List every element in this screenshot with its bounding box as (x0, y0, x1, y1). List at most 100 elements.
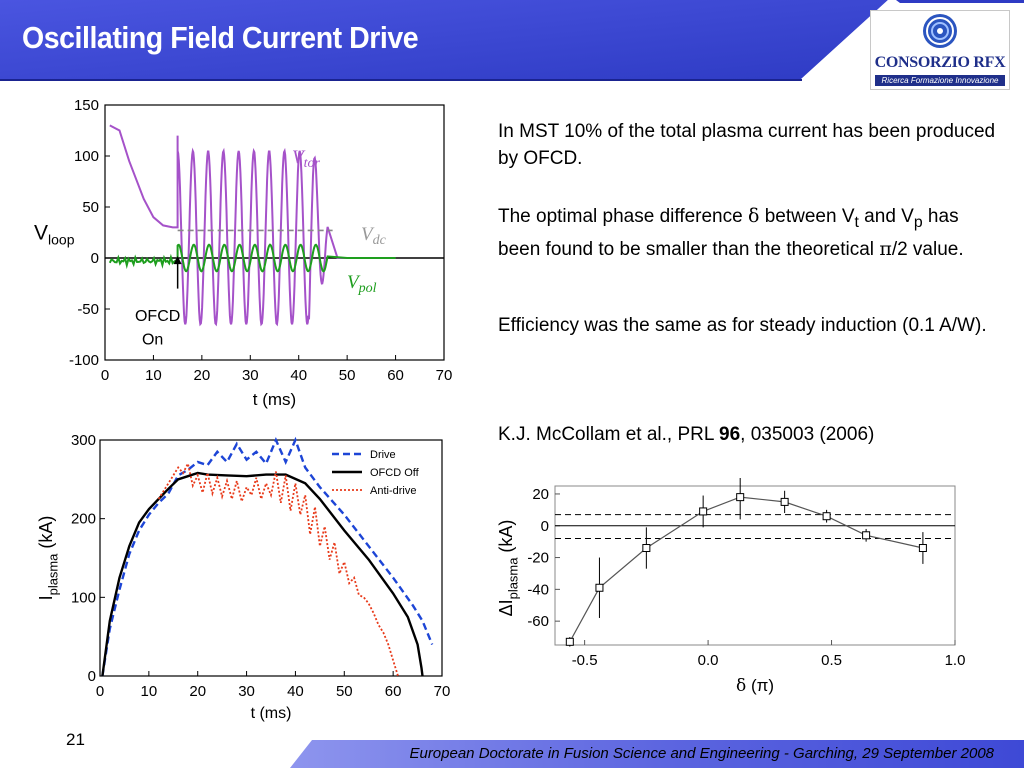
footer-bar (290, 740, 1024, 768)
data-point-marker (565, 637, 574, 646)
y-axis-label: ΔIplasma (kA) (496, 520, 520, 617)
y-tick-label: 300 (71, 432, 96, 449)
data-point-marker (736, 493, 745, 502)
y-tick-label: -50 (77, 301, 99, 318)
x-tick-label: 30 (242, 367, 259, 384)
plot-frame (554, 485, 956, 646)
delta-symbol: δ (747, 205, 760, 227)
x-tick-label: 70 (434, 683, 451, 700)
plot-frame (104, 104, 445, 361)
reference-part-a: K.J. McCollam et al., PRL (498, 424, 720, 445)
x-axis-label: t (ms) (253, 390, 296, 409)
y-tick-label: 200 (71, 511, 96, 528)
x-tick-label: 70 (436, 367, 453, 384)
vtor-label-sub: tor (304, 156, 321, 171)
text-paragraph-3: Efficiency was the same as for steady in… (498, 312, 998, 339)
legend-label-drive: Drive (370, 449, 396, 461)
paragraph-3-text: Efficiency was the same as for steady in… (498, 315, 987, 336)
data-point-marker (699, 507, 708, 516)
data-point-marker (918, 544, 927, 553)
y-axis-label: Vloop (34, 222, 75, 248)
text-paragraph-1: In MST 10% of the total plasma current h… (498, 118, 998, 172)
xlabel-delta: δ (736, 676, 746, 696)
vtor-label-main: V (292, 147, 306, 168)
x-tick-label: 40 (290, 367, 307, 384)
vpol-label-main: V (347, 272, 361, 293)
ylabel-delta: Δ (496, 604, 516, 616)
vpol-label: Vpol (347, 272, 377, 296)
data-point-marker (822, 512, 831, 521)
reference: K.J. McCollam et al., PRL 96, 035003 (20… (498, 421, 998, 448)
drive-series-line (101, 436, 434, 677)
x-tick-label: 0 (101, 367, 109, 384)
ylabel-main: I (36, 595, 56, 600)
x-tick-label: -0.5 (572, 652, 598, 669)
y-tick-label: -40 (527, 581, 549, 598)
x-tick-label: 60 (387, 367, 404, 384)
sub-p: p (913, 213, 923, 231)
x-tick-label: 10 (141, 683, 158, 700)
p2-part-c: and V (858, 206, 914, 227)
slide-number: 21 (66, 730, 85, 749)
data-point-marker (642, 544, 651, 553)
logo-tagline: Ricerca Formazione Innovazione (875, 75, 1005, 86)
x-tick-label: 60 (385, 683, 402, 700)
y-tick-label: 150 (74, 97, 99, 114)
x-tick-label: 1.0 (945, 652, 966, 669)
y-tick-label: 50 (82, 199, 99, 216)
paragraph-1-text: In MST 10% of the total plasma current h… (498, 121, 996, 169)
x-tick-label: 10 (145, 367, 162, 384)
x-tick-label: 0 (96, 683, 104, 700)
x-tick-label: 20 (194, 367, 211, 384)
sub-t: t (854, 213, 859, 231)
x-tick-label: 40 (287, 683, 304, 700)
ylabel-sub: loop (48, 232, 75, 248)
footer-text: European Doctorate in Fusion Science and… (409, 745, 994, 762)
y-tick-label: 100 (71, 589, 96, 606)
rfx-emblem-icon (923, 14, 957, 48)
y-tick-label: 0 (541, 518, 549, 535)
y-tick-label: 0 (88, 668, 96, 685)
y-axis-label: Iplasma (kA) (36, 516, 60, 601)
vpol-series-line (108, 243, 396, 273)
ofcd-off-series-line (101, 471, 424, 677)
iplasma-chart: 0 10 20 30 40 50 60 70 0 100 200 300 t (ms) Iplasma (… (36, 432, 451, 722)
reference-part-b: , 035003 (2006) (740, 424, 875, 445)
x-tick-label: 0.0 (698, 652, 719, 669)
y-tick-label: -20 (527, 550, 549, 567)
ylabel-sub: plasma (505, 557, 520, 600)
text-paragraph-2: The optimal phase difference δ between V… (498, 203, 998, 263)
vdc-label: Vdc (361, 224, 387, 248)
vtor-label: Vtor (292, 147, 320, 171)
ylabel-unit: (kA) (36, 516, 56, 554)
slide-title: Oscillating Field Current Drive (22, 20, 419, 55)
ofcd-annotation-line2: On (142, 332, 163, 349)
delta-iplasma-chart: -0.5 0.0 0.5 1.0 -60 -40 -20 0 20 δ (π) ΔIplasma (… (496, 478, 966, 696)
vpol-label-sub: pol (358, 281, 377, 296)
y-tick-label: -100 (69, 352, 99, 369)
vdc-label-main: V (361, 224, 375, 245)
logo-name: CONSORZIO RFX (874, 54, 1006, 71)
p2-part-e: /2 value. (891, 238, 964, 260)
legend-label-antidrive: Anti-drive (370, 485, 416, 497)
data-point-marker (862, 531, 871, 540)
x-axis-label: t (ms) (251, 705, 292, 722)
vtor-series-line (109, 124, 396, 327)
pi-symbol: π (879, 237, 892, 260)
y-tick-label: 100 (74, 148, 99, 165)
x-tick-label: 50 (339, 367, 356, 384)
x-tick-label: 30 (238, 683, 255, 700)
y-tick-label: 20 (532, 486, 549, 503)
x-tick-label: 50 (336, 683, 353, 700)
ylabel-main: V (34, 222, 48, 245)
consorzio-rfx-logo: CONSORZIO RFX Ricerca Formazione Innovaz… (870, 10, 1010, 90)
y-tick-label: 0 (91, 250, 99, 267)
ylabel-sub: plasma (45, 553, 60, 596)
ylabel-unit: (kA) (496, 520, 516, 558)
p2-part-b: between V (759, 206, 855, 227)
ofcd-annotation-line1: OFCD (135, 308, 180, 325)
ylabel-main: I (496, 599, 516, 604)
data-point-marker (780, 497, 789, 506)
p2-part-d: has been found to be smaller than the th… (498, 206, 959, 260)
data-point-marker (595, 583, 604, 592)
